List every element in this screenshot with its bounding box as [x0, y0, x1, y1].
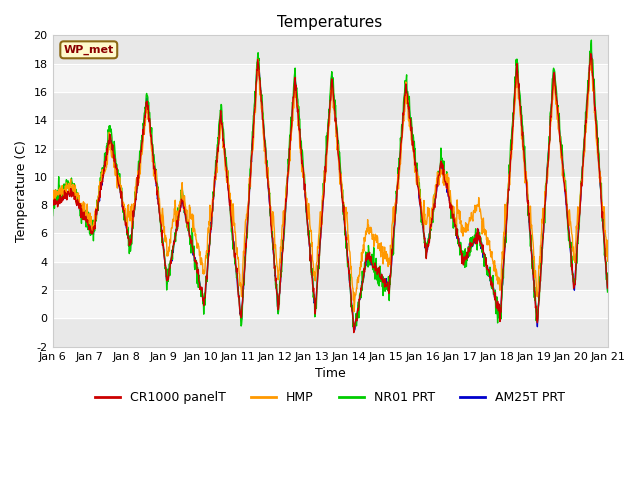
Bar [52, 205, 607, 233]
Bar [52, 177, 607, 205]
Bar [52, 92, 607, 120]
Y-axis label: Temperature (C): Temperature (C) [15, 140, 28, 242]
Bar [52, 120, 607, 149]
Bar [52, 64, 607, 92]
Bar [52, 290, 607, 318]
X-axis label: Time: Time [315, 367, 346, 380]
Text: WP_met: WP_met [63, 45, 114, 55]
Legend: CR1000 panelT, HMP, NR01 PRT, AM25T PRT: CR1000 panelT, HMP, NR01 PRT, AM25T PRT [90, 386, 570, 409]
Title: Temperatures: Temperatures [277, 15, 383, 30]
Bar [52, 36, 607, 64]
Bar [52, 233, 607, 262]
Bar [52, 318, 607, 347]
Bar [52, 262, 607, 290]
Bar [52, 149, 607, 177]
